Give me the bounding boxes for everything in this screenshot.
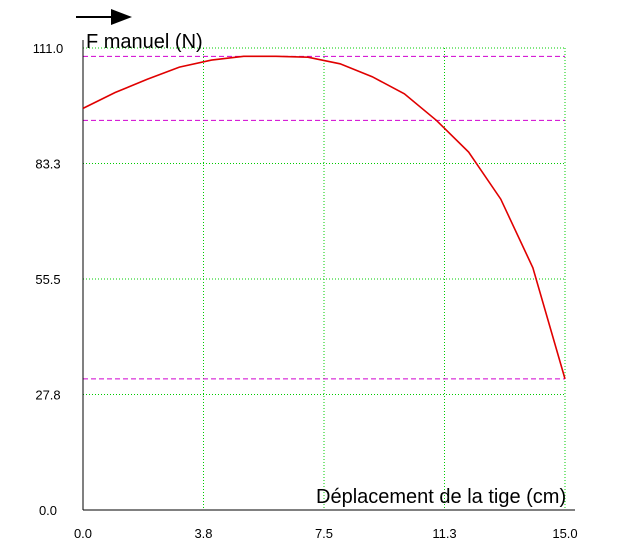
y-axis-arrow-icon xyxy=(76,9,132,25)
x-tick-label: 7.5 xyxy=(315,526,333,541)
y-tick-label: 55.5 xyxy=(35,272,60,287)
x-tick-label: 11.3 xyxy=(432,526,456,541)
x-tick-label: 0.0 xyxy=(74,526,92,541)
y-tick-label: 111.0 xyxy=(33,41,64,56)
y-tick-label: 83.3 xyxy=(35,157,60,172)
x-tick-label: 15.0 xyxy=(552,526,577,541)
y-tick-label: 27.8 xyxy=(35,388,60,403)
y-tick-label: 0.0 xyxy=(39,503,57,518)
axes xyxy=(82,40,575,511)
grid xyxy=(83,47,566,510)
y-axis-label: F manuel (N) xyxy=(86,31,203,53)
tick-labels: 0.0 3.8 7.5 11.3 15.0 0.0 27.8 55.5 83.3 111.0 xyxy=(33,41,578,541)
series-line xyxy=(82,55,566,380)
x-tick-label: 3.8 xyxy=(194,526,212,541)
x-axis-label: Déplacement de la tige (cm) xyxy=(316,486,566,508)
series xyxy=(82,55,566,380)
reference-lines xyxy=(83,55,565,380)
